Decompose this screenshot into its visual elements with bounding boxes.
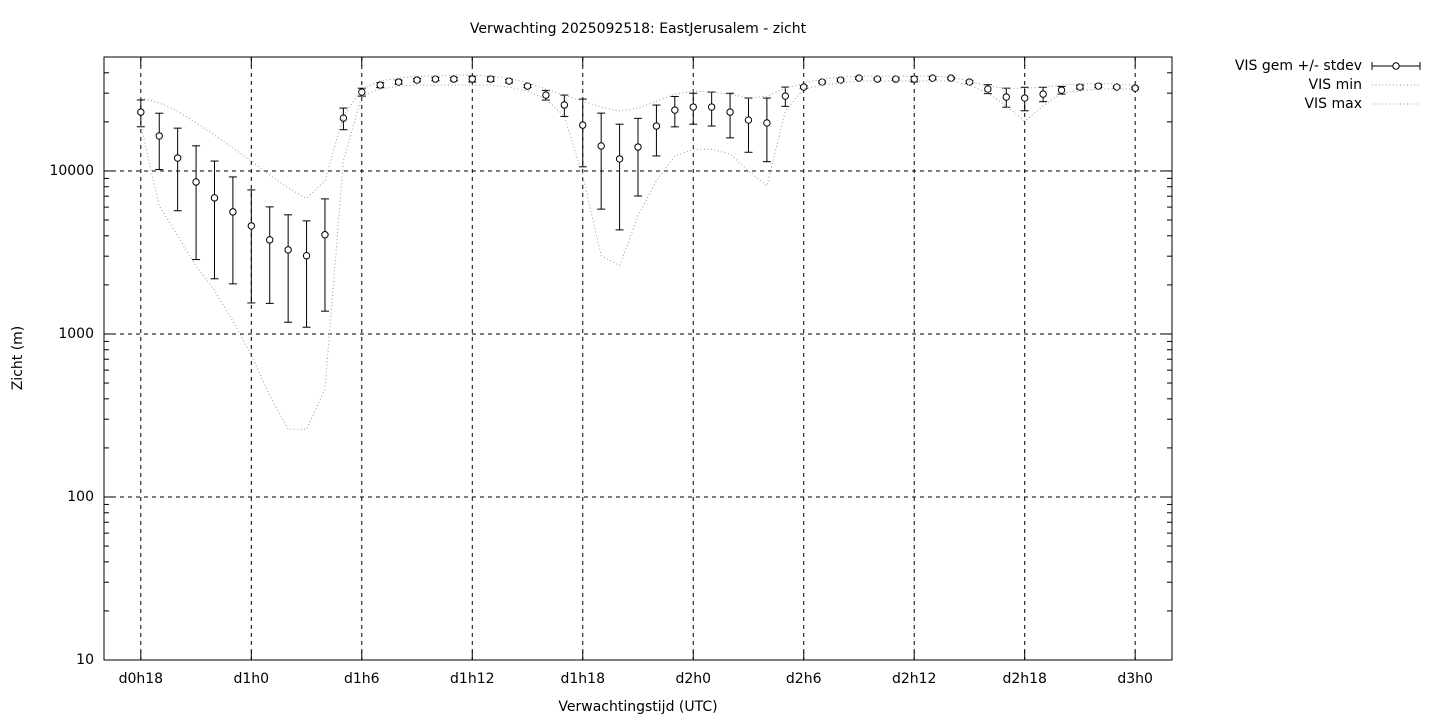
mean-marker bbox=[763, 119, 771, 127]
mean-marker bbox=[1020, 94, 1029, 102]
mean-marker bbox=[542, 91, 550, 99]
mean-marker bbox=[266, 236, 274, 244]
mean-marker bbox=[376, 81, 384, 89]
mean-marker bbox=[358, 88, 366, 96]
mean-marker bbox=[155, 132, 163, 140]
mean-marker bbox=[744, 116, 753, 124]
chart-title: Verwachting 2025092518: EastJerusalem - … bbox=[470, 21, 807, 37]
mean-marker bbox=[615, 155, 624, 163]
x-tick-label: d2h0 bbox=[675, 671, 711, 687]
mean-marker bbox=[689, 103, 697, 111]
y-tick-label: 1000 bbox=[58, 326, 94, 342]
x-tick-label: d1h6 bbox=[344, 671, 380, 687]
mean-marker bbox=[173, 154, 182, 162]
mean-marker bbox=[671, 106, 679, 114]
x-tick-label: d3h0 bbox=[1117, 671, 1153, 687]
mean-marker bbox=[1076, 83, 1084, 91]
legend-swatch bbox=[1392, 62, 1400, 70]
mean-marker bbox=[707, 103, 716, 111]
mean-marker bbox=[1039, 90, 1047, 98]
mean-marker bbox=[284, 246, 292, 254]
mean-marker bbox=[302, 252, 311, 260]
mean-marker bbox=[597, 142, 605, 150]
x-tick-label: d1h12 bbox=[450, 671, 494, 687]
mean-marker bbox=[210, 194, 219, 202]
legend-label: VIS gem +/- stdev bbox=[1235, 58, 1362, 74]
mean-marker bbox=[321, 231, 329, 239]
mean-marker bbox=[486, 75, 495, 83]
mean-marker bbox=[965, 78, 974, 86]
legend-label: VIS min bbox=[1309, 77, 1362, 93]
x-tick-label: d1h0 bbox=[234, 671, 270, 687]
x-tick-label: d2h12 bbox=[892, 671, 936, 687]
mean-marker bbox=[892, 75, 900, 83]
mean-marker bbox=[339, 114, 348, 122]
mean-marker bbox=[468, 75, 476, 83]
mean-marker bbox=[1002, 93, 1010, 101]
mean-marker bbox=[192, 178, 200, 186]
range-line bbox=[140, 80, 1136, 430]
x-tick-label: d2h6 bbox=[786, 671, 822, 687]
legend-label: VIS max bbox=[1304, 96, 1362, 112]
mean-marker bbox=[450, 75, 458, 83]
x-tick-label: d1h18 bbox=[561, 671, 605, 687]
mean-marker bbox=[229, 208, 237, 216]
mean-marker bbox=[836, 76, 845, 84]
mean-marker bbox=[247, 222, 256, 230]
x-axis-label: Verwachtingstijd (UTC) bbox=[558, 699, 717, 715]
mean-marker bbox=[1131, 84, 1139, 92]
mean-marker bbox=[634, 143, 642, 151]
mean-marker bbox=[800, 83, 808, 91]
mean-marker bbox=[560, 101, 569, 109]
mean-marker bbox=[431, 75, 440, 83]
y-axis-label: Zicht (m) bbox=[10, 326, 26, 391]
mean-marker bbox=[1057, 86, 1066, 94]
range-line bbox=[140, 74, 1136, 199]
mean-marker bbox=[505, 77, 513, 85]
y-tick-label: 10000 bbox=[49, 163, 94, 179]
mean-marker bbox=[413, 76, 421, 84]
mean-marker bbox=[394, 78, 403, 86]
mean-marker bbox=[726, 108, 734, 116]
x-tick-label: d2h18 bbox=[1002, 671, 1046, 687]
mean-marker bbox=[1094, 82, 1103, 90]
plot-frame bbox=[103, 56, 1173, 661]
y-tick-label: 100 bbox=[67, 489, 94, 505]
mean-marker bbox=[137, 108, 145, 116]
mean-marker bbox=[873, 75, 882, 83]
mean-marker bbox=[523, 82, 532, 90]
x-tick-label: d0h18 bbox=[119, 671, 163, 687]
mean-marker bbox=[947, 74, 955, 82]
y-tick-label: 10 bbox=[76, 652, 94, 668]
mean-marker bbox=[652, 122, 661, 130]
mean-marker bbox=[781, 92, 790, 100]
mean-marker bbox=[579, 121, 587, 129]
mean-marker bbox=[984, 85, 992, 93]
